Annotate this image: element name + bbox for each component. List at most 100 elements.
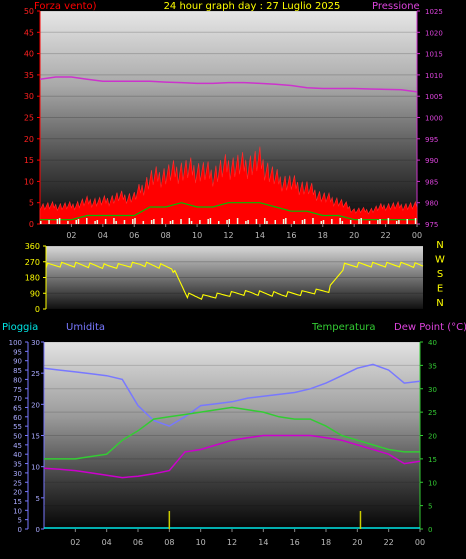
wind-axis-tick-label: 40 — [24, 50, 34, 59]
wind-axis-tick-label: 35 — [24, 71, 34, 80]
pressure-axis-tick-label: 1010 — [425, 72, 443, 80]
wind-calm-mark — [414, 218, 417, 224]
wind-calm-mark — [339, 218, 341, 224]
wind-calm-mark — [113, 218, 115, 224]
wind-calm-mark — [75, 220, 78, 224]
wind-calm-mark — [331, 219, 333, 224]
x-axis-tick-label: 18 — [321, 538, 331, 547]
x-axis-tick-label: 14 — [255, 231, 265, 240]
pressure-axis-tick-label: 1000 — [425, 115, 443, 123]
temperature-axis-tick-label: 10 — [428, 479, 437, 487]
chart-title: 24 hour graph day : 27 Luglio 2025 — [164, 1, 341, 12]
x-axis-tick-label: 10 — [192, 231, 202, 240]
pressure-axis-tick-label: 1005 — [425, 93, 443, 101]
rain-axis-tick-label: 65 — [13, 404, 22, 412]
wind-direction-plot-area — [46, 246, 423, 309]
temperature-axis-title: Temperatura — [311, 322, 376, 333]
wind-calm-mark — [255, 219, 258, 224]
rain-axis-tick-label: 30 — [13, 470, 22, 478]
humidity-axis-tick-label: 30 — [31, 339, 40, 347]
x-axis-tick-label: 04 — [102, 538, 112, 547]
humidity-axis-tick-label: 0 — [36, 526, 40, 534]
direction-axis-tick-label: 90 — [30, 289, 40, 298]
humidity-axis-tick-label: 15 — [31, 433, 40, 441]
wind-axis-tick-label: 20 — [24, 135, 34, 144]
wind-calm-mark — [94, 221, 96, 224]
wind-calm-mark — [395, 221, 398, 224]
x-axis-tick-label: 08 — [161, 231, 171, 240]
wind-calm-mark — [171, 220, 174, 224]
wind-axis-tick-label: 15 — [24, 156, 34, 165]
rain-axis-tick-label: 20 — [13, 489, 22, 497]
x-axis-tick-label: 06 — [133, 538, 143, 547]
humidity-axis-tick-label: 10 — [31, 464, 40, 472]
wind-calm-mark — [398, 220, 400, 224]
wind-calm-mark — [96, 220, 99, 224]
pressure-axis-tick-label: 1015 — [425, 51, 443, 59]
x-axis-tick-label: 10 — [196, 538, 206, 547]
rain-axis-tick-label: 45 — [13, 442, 22, 450]
wind-calm-mark — [188, 218, 191, 224]
dewpoint-axis-title: Dew Point (°C) — [394, 322, 466, 333]
wind-calm-mark — [303, 219, 306, 224]
wind-calm-mark — [134, 218, 136, 224]
rain-axis-tick-label: 85 — [13, 367, 22, 375]
wind-calm-mark — [217, 221, 220, 224]
pressure-axis-tick-label: 985 — [425, 178, 438, 186]
wind-calm-mark — [67, 221, 69, 224]
humidity-axis-tick-label: 20 — [31, 401, 40, 409]
wind-calm-mark — [379, 219, 381, 224]
wind-calm-mark — [341, 221, 344, 224]
wind-calm-mark — [77, 219, 80, 224]
wind-direction-series — [45, 261, 424, 300]
x-axis-tick-label: 02 — [70, 538, 80, 547]
x-axis-tick-label: 20 — [352, 538, 362, 547]
wind-calm-mark — [264, 218, 266, 224]
wind-calm-mark — [56, 219, 59, 224]
wind-calm-mark — [358, 219, 360, 224]
wind-calm-mark — [322, 220, 325, 224]
wind-calm-mark — [40, 221, 42, 224]
wind-calm-mark — [58, 218, 61, 224]
wind-axis-tick-label: 0 — [29, 220, 34, 229]
wind-calm-mark — [226, 220, 228, 224]
pressure-axis-tick-label: 1025 — [425, 8, 443, 16]
wind-calm-mark — [104, 219, 107, 224]
x-axis-tick-label: 00 — [412, 231, 422, 240]
wind-calm-mark — [360, 218, 362, 224]
wind-calm-mark — [209, 218, 212, 224]
wind-calm-mark — [387, 218, 390, 224]
humidity-axis-tick-label: 25 — [31, 370, 40, 378]
rain-axis-tick-label: 0 — [18, 526, 22, 534]
temperature-axis-tick-label: 30 — [428, 386, 437, 394]
wind-axis-tick-label: 45 — [24, 28, 34, 37]
temperature-axis-tick-label: 5 — [428, 503, 432, 511]
x-axis-tick-label: 12 — [223, 231, 233, 240]
rain-axis-tick-label: 100 — [9, 339, 22, 347]
humidity-series — [43, 363, 421, 427]
x-axis-tick-label: 02 — [66, 231, 76, 240]
humidity-temperature-plot-area — [44, 342, 420, 529]
wind-calm-mark — [86, 218, 88, 224]
wind-axis-title: Forza vento) — [34, 1, 97, 12]
pressure-axis-tick-label: 990 — [425, 157, 438, 165]
wind-calm-mark — [207, 219, 209, 224]
wind-axis-tick-label: 5 — [29, 199, 34, 208]
wind-calm-mark — [142, 221, 145, 224]
temperature-axis-tick-label: 35 — [428, 362, 437, 370]
humidity-axis-tick-label: 5 — [36, 495, 40, 503]
x-axis-tick-label: 08 — [164, 538, 174, 547]
rain-axis-tick-label: 35 — [13, 461, 22, 469]
x-axis-tick-label: 18 — [318, 231, 328, 240]
x-axis-tick-label: 04 — [98, 231, 108, 240]
x-axis-tick-label: 16 — [286, 231, 296, 240]
wind-calm-mark — [282, 219, 285, 224]
temperature-series — [44, 406, 420, 460]
wind-calm-mark — [301, 220, 304, 224]
x-axis-tick-label: 12 — [227, 538, 237, 547]
x-axis-tick-label: 14 — [258, 538, 268, 547]
wind-calm-mark — [320, 221, 323, 224]
wind-calm-mark — [169, 221, 172, 224]
rain-axis-tick-label: 70 — [13, 395, 22, 403]
